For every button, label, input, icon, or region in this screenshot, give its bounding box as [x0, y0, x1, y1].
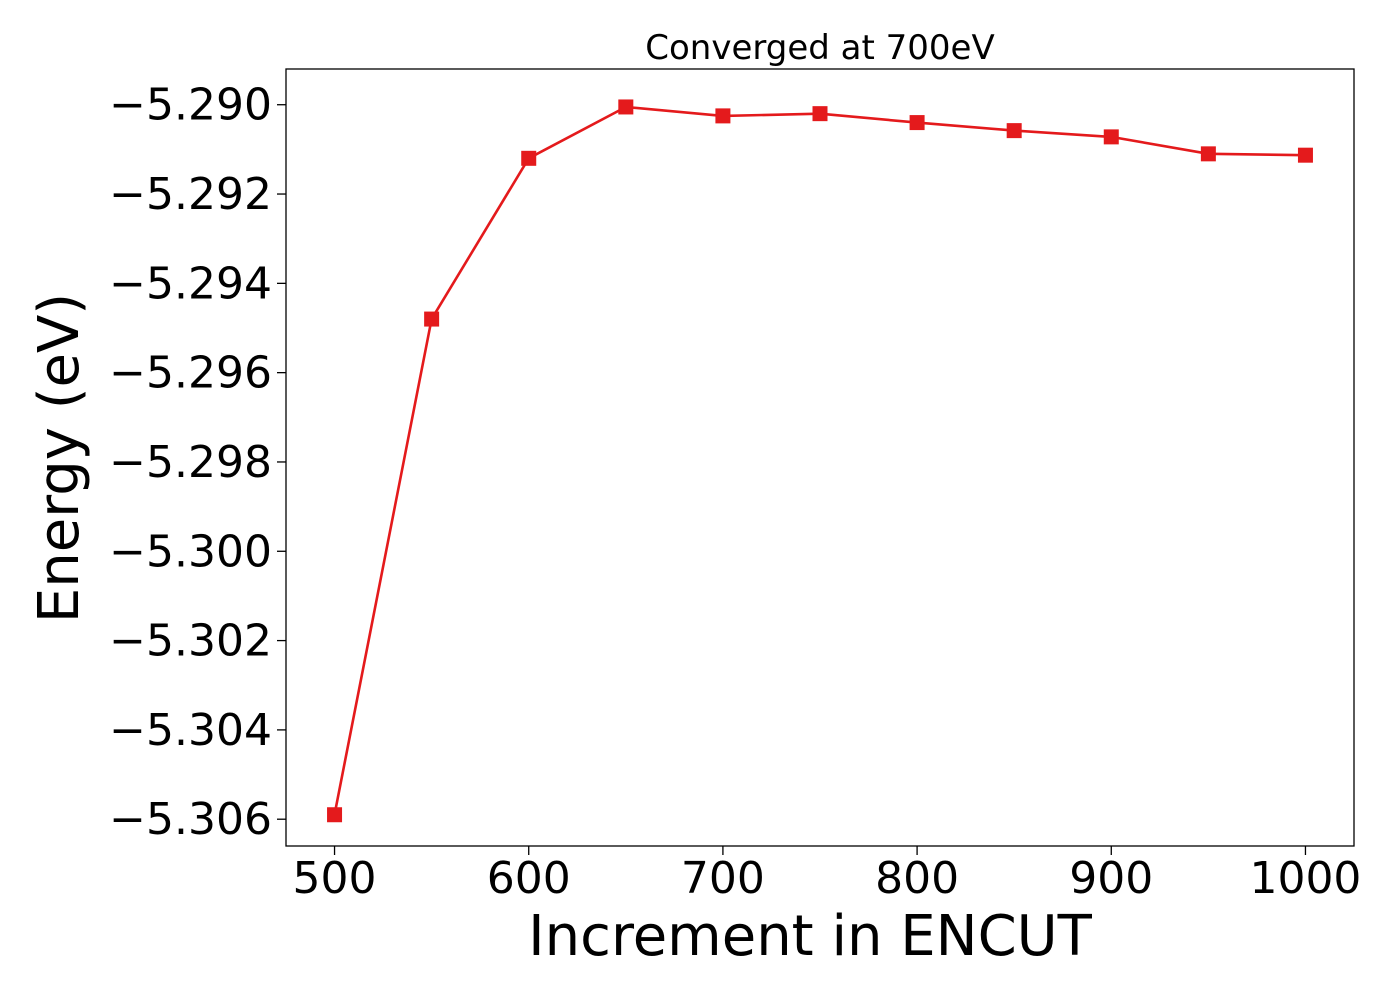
data-point-marker	[618, 99, 634, 115]
x-tick-label: 1000	[1249, 853, 1361, 904]
y-tick-label: −5.298	[109, 437, 272, 488]
data-point-marker	[1200, 146, 1216, 162]
y-tick-label: −5.302	[109, 616, 272, 667]
y-tick-label: −5.292	[109, 169, 272, 220]
y-tick-label: −5.290	[109, 80, 272, 131]
y-tick-label: −5.296	[109, 348, 272, 399]
data-point-marker	[1297, 147, 1313, 163]
data-point-marker	[424, 311, 440, 327]
y-axis-label: Energy (eV)	[27, 293, 92, 623]
data-point-marker	[909, 115, 925, 131]
data-point-marker	[1103, 129, 1119, 145]
data-point-marker	[812, 106, 828, 122]
x-axis-ticks: 500 600 700 800 900 1000	[293, 846, 1361, 904]
data-point-marker	[1006, 123, 1022, 139]
data-point-marker	[715, 108, 731, 124]
plot-frame	[285, 68, 1355, 847]
x-axis-label: Increment in ENCUT	[528, 904, 1093, 969]
y-axis-ticks: −5.290 −5.292 −5.294 −5.296 −5.298 −5.300 −5.3…	[109, 80, 286, 845]
x-tick-label: 800	[875, 853, 959, 904]
y-tick-label: −5.300	[109, 526, 272, 577]
y-tick-label: −5.304	[109, 705, 272, 756]
plot-series	[327, 99, 1313, 823]
x-tick-label: 500	[293, 853, 377, 904]
chart-title: Converged at 700eV	[645, 28, 994, 68]
y-tick-label: −5.294	[109, 258, 272, 309]
data-point-marker	[521, 150, 537, 166]
x-tick-label: 700	[681, 853, 765, 904]
series-line	[333, 105, 1306, 815]
x-tick-label: 900	[1069, 853, 1153, 904]
y-tick-label: −5.306	[109, 794, 272, 845]
x-tick-label: 600	[487, 853, 571, 904]
data-point-marker	[327, 807, 343, 823]
